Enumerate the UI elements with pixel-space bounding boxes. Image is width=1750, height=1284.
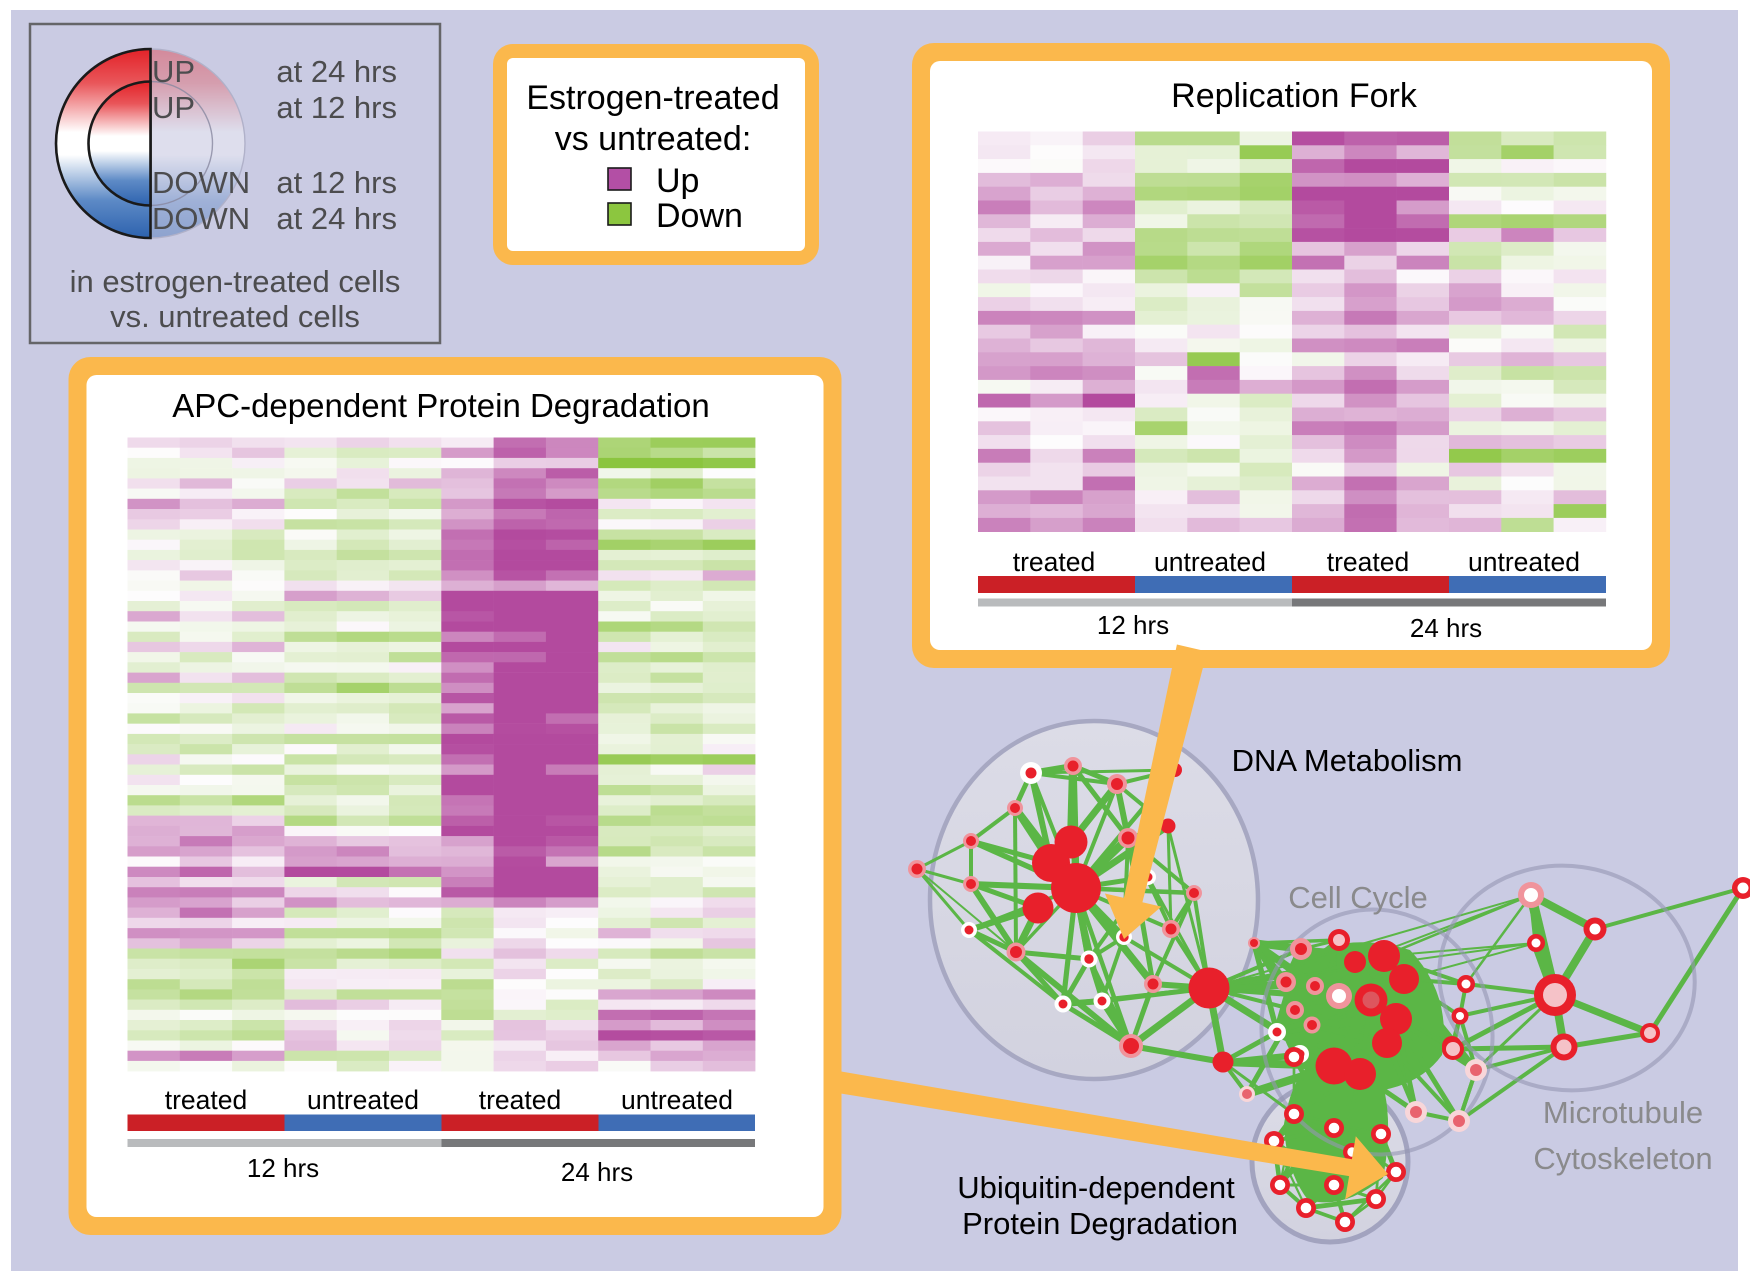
svg-text:at 24 hrs: at 24 hrs bbox=[276, 54, 397, 89]
svg-text:DOWN: DOWN bbox=[152, 201, 250, 236]
svg-text:12 hrs: 12 hrs bbox=[1097, 610, 1169, 640]
svg-text:treated: treated bbox=[165, 1085, 248, 1115]
svg-text:24 hrs: 24 hrs bbox=[561, 1157, 633, 1187]
svg-text:Microtubule: Microtubule bbox=[1543, 1095, 1703, 1130]
svg-text:at 12 hrs: at 12 hrs bbox=[276, 165, 397, 200]
svg-text:vs. untreated cells: vs. untreated cells bbox=[110, 299, 360, 334]
svg-text:treated: treated bbox=[1327, 547, 1410, 577]
svg-text:Cytoskeleton: Cytoskeleton bbox=[1533, 1141, 1712, 1176]
svg-text:at 24 hrs: at 24 hrs bbox=[276, 201, 397, 236]
svg-text:vs untreated:: vs untreated: bbox=[555, 120, 752, 158]
svg-text:untreated: untreated bbox=[307, 1085, 419, 1115]
svg-text:Replication Fork: Replication Fork bbox=[1171, 77, 1418, 115]
svg-text:DOWN: DOWN bbox=[152, 165, 250, 200]
svg-text:12 hrs: 12 hrs bbox=[247, 1153, 319, 1183]
svg-text:untreated: untreated bbox=[621, 1085, 733, 1115]
svg-text:untreated: untreated bbox=[1154, 547, 1266, 577]
svg-text:Ubiquitin-dependent: Ubiquitin-dependent bbox=[957, 1170, 1235, 1205]
svg-text:treated: treated bbox=[1013, 547, 1096, 577]
svg-text:Estrogen-treated: Estrogen-treated bbox=[526, 79, 779, 117]
svg-text:UP: UP bbox=[152, 54, 195, 89]
svg-text:APC-dependent Protein Degradat: APC-dependent Protein Degradation bbox=[172, 387, 710, 424]
svg-text:Up: Up bbox=[656, 162, 699, 200]
svg-text:in estrogen-treated cells: in estrogen-treated cells bbox=[70, 264, 401, 299]
svg-text:UP: UP bbox=[152, 90, 195, 125]
svg-text:untreated: untreated bbox=[1468, 547, 1580, 577]
svg-text:Cell Cycle: Cell Cycle bbox=[1288, 880, 1428, 915]
svg-text:Protein Degradation: Protein Degradation bbox=[962, 1206, 1238, 1241]
svg-text:Down: Down bbox=[656, 197, 743, 235]
svg-text:24 hrs: 24 hrs bbox=[1410, 613, 1482, 643]
svg-text:at 12 hrs: at 12 hrs bbox=[276, 90, 397, 125]
svg-text:DNA Metabolism: DNA Metabolism bbox=[1232, 743, 1463, 778]
svg-text:treated: treated bbox=[479, 1085, 562, 1115]
